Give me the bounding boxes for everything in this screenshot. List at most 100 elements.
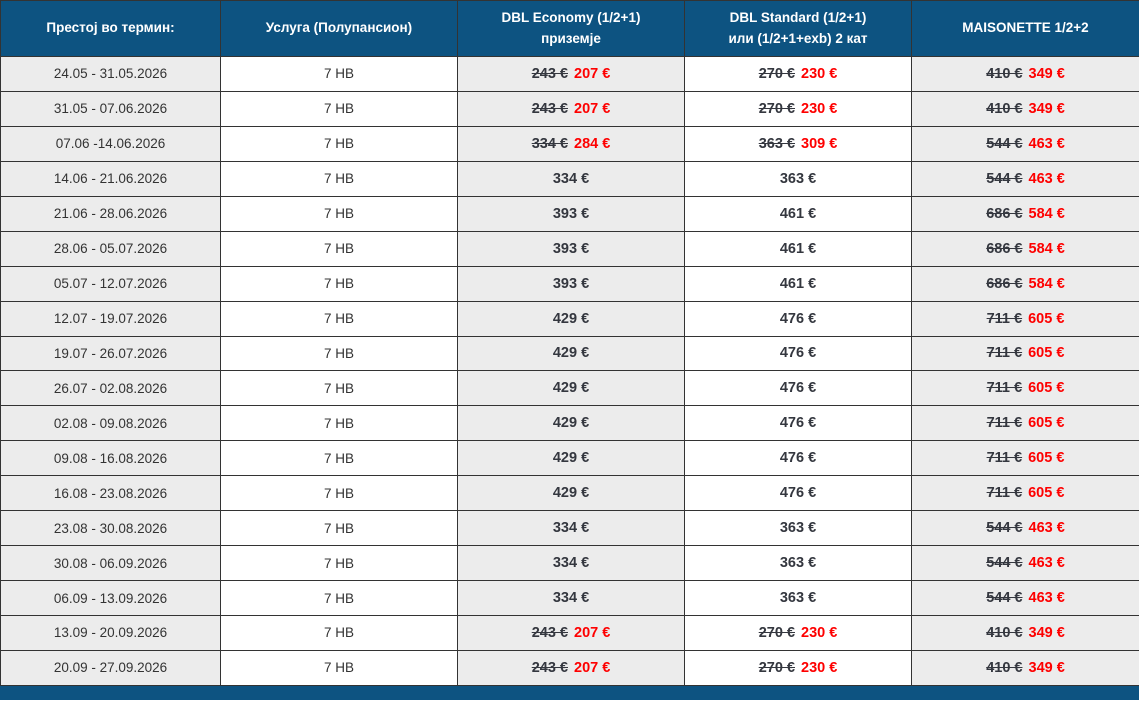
price-cell-dbl-standard: 476 €: [684, 405, 912, 442]
service-cell: 7 HB: [220, 405, 458, 442]
discounted-price: 207 €: [574, 659, 611, 676]
table-row: 14.06 - 21.06.2026 7 HB 334 € 363 € 544 € 463…: [0, 160, 1139, 197]
old-price: 711 €: [986, 310, 1023, 327]
old-price: 544 €: [986, 135, 1023, 152]
price-cell-dbl-standard: 461 €: [684, 230, 912, 267]
service-cell: 7 HB: [220, 370, 458, 407]
old-price: 334 €: [531, 135, 568, 152]
period-cell: 02.08 - 09.08.2026: [0, 405, 221, 442]
old-price: 686 €: [986, 240, 1023, 257]
service-cell: 7 HB: [220, 230, 458, 267]
price-cell-dbl-economy: 243 € 207 €: [457, 649, 685, 686]
header-period: Престој во термин:: [0, 0, 221, 57]
old-price: 243 €: [531, 624, 568, 641]
table-row: 02.08 - 09.08.2026 7 HB 429 € 476 € 711 € 605…: [0, 405, 1139, 442]
price-cell-maisonette: 711 € 605 €: [911, 370, 1139, 407]
old-price: 410 €: [986, 100, 1023, 117]
old-price: 243 €: [531, 100, 568, 117]
price-cell-maisonette: 711 € 605 €: [911, 475, 1139, 512]
footer-bar: [0, 685, 1139, 700]
price-table: Престој во термин: Услуга (Полупансион) …: [0, 0, 1139, 686]
table-row: 13.09 - 20.09.2026 7 HB 243 € 207 € 270 € 230…: [0, 615, 1139, 651]
price-cell-maisonette: 410 € 349 €: [911, 649, 1139, 686]
period-cell: 30.08 - 06.09.2026: [0, 545, 221, 582]
price-cell-dbl-standard: 363 €: [684, 580, 912, 616]
current-price: 476 €: [779, 380, 817, 397]
price-cell-dbl-economy: 429 €: [457, 335, 685, 372]
period-cell: 26.07 - 02.08.2026: [0, 370, 221, 407]
old-price: 410 €: [986, 624, 1023, 641]
old-price: 544 €: [986, 520, 1023, 537]
price-cell-maisonette: 686 € 584 €: [911, 265, 1139, 302]
discounted-price: 605 €: [1028, 310, 1065, 327]
price-cell-dbl-economy: 393 €: [457, 195, 685, 232]
price-cell-dbl-economy: 393 €: [457, 265, 685, 302]
price-cell-dbl-economy: 334 €: [457, 545, 685, 582]
price-cell-dbl-standard: 270 € 230 €: [684, 90, 912, 127]
header-dbl-standard: DBL Standard (1/2+1) или (1/2+1+exb) 2 к…: [684, 0, 912, 57]
price-cell-maisonette: 711 € 605 €: [911, 335, 1139, 372]
price-cell-dbl-standard: 476 €: [684, 475, 912, 512]
service-cell: 7 HB: [220, 300, 458, 337]
discounted-price: 463 €: [1028, 520, 1065, 537]
table-row: 20.09 - 27.09.2026 7 HB 243 € 207 € 270 € 230…: [0, 649, 1139, 686]
price-cell-maisonette: 544 € 463 €: [911, 510, 1139, 547]
price-cell-maisonette: 686 € 584 €: [911, 230, 1139, 267]
old-price: 270 €: [758, 65, 795, 82]
discounted-price: 349 €: [1028, 65, 1065, 82]
current-price: 334 €: [552, 555, 590, 572]
current-price: 476 €: [779, 485, 817, 502]
price-cell-dbl-economy: 243 € 207 €: [457, 90, 685, 127]
period-cell: 19.07 - 26.07.2026: [0, 335, 221, 372]
period-cell: 23.08 - 30.08.2026: [0, 510, 221, 547]
table-row: 16.08 - 23.08.2026 7 HB 429 € 476 € 711 € 605…: [0, 475, 1139, 512]
old-price: 270 €: [758, 624, 795, 641]
service-cell: 7 HB: [220, 160, 458, 197]
header-maisonette: MAISONETTE 1/2+2: [911, 0, 1139, 57]
price-cell-maisonette: 711 € 605 €: [911, 405, 1139, 442]
price-cell-maisonette: 544 € 463 €: [911, 160, 1139, 197]
price-cell-maisonette: 686 € 584 €: [911, 195, 1139, 232]
table-row: 24.05 - 31.05.2026 7 HB 243 € 207 € 270 € 230…: [0, 56, 1139, 92]
header-dbl-economy: DBL Economy (1/2+1) приземје: [457, 0, 685, 57]
discounted-price: 605 €: [1028, 415, 1065, 432]
current-price: 461 €: [779, 275, 817, 292]
old-price: 270 €: [758, 659, 795, 676]
table-row: 09.08 - 16.08.2026 7 HB 429 € 476 € 711 € 605…: [0, 440, 1139, 477]
period-cell: 09.08 - 16.08.2026: [0, 440, 221, 477]
price-cell-dbl-standard: 270 € 230 €: [684, 56, 912, 92]
service-cell: 7 HB: [220, 475, 458, 512]
price-cell-dbl-economy: 334 € 284 €: [457, 125, 685, 162]
discounted-price: 463 €: [1028, 555, 1065, 572]
table-row: 07.06 -14.06.2026 7 HB 334 € 284 € 363 € 309 …: [0, 125, 1139, 162]
current-price: 476 €: [779, 310, 817, 327]
price-cell-dbl-standard: 461 €: [684, 195, 912, 232]
discounted-price: 584 €: [1028, 205, 1065, 222]
price-cell-dbl-economy: 334 €: [457, 510, 685, 547]
price-cell-maisonette: 410 € 349 €: [911, 90, 1139, 127]
old-price: 711 €: [986, 450, 1023, 467]
price-cell-dbl-standard: 476 €: [684, 440, 912, 477]
price-cell-dbl-economy: 429 €: [457, 475, 685, 512]
period-cell: 07.06 -14.06.2026: [0, 125, 221, 162]
price-cell-maisonette: 711 € 605 €: [911, 300, 1139, 337]
price-cell-dbl-standard: 363 €: [684, 160, 912, 197]
discounted-price: 605 €: [1028, 450, 1065, 467]
discounted-price: 349 €: [1028, 659, 1065, 676]
price-cell-maisonette: 711 € 605 €: [911, 440, 1139, 477]
price-cell-maisonette: 544 € 463 €: [911, 580, 1139, 616]
current-price: 334 €: [552, 590, 590, 607]
price-cell-dbl-economy: 429 €: [457, 370, 685, 407]
price-cell-dbl-economy: 429 €: [457, 300, 685, 337]
price-cell-dbl-standard: 363 €: [684, 545, 912, 582]
price-cell-maisonette: 410 € 349 €: [911, 615, 1139, 651]
period-cell: 12.07 - 19.07.2026: [0, 300, 221, 337]
period-cell: 28.06 - 05.07.2026: [0, 230, 221, 267]
old-price: 243 €: [531, 65, 568, 82]
old-price: 711 €: [986, 485, 1023, 502]
old-price: 711 €: [986, 415, 1023, 432]
period-cell: 21.06 - 28.06.2026: [0, 195, 221, 232]
service-cell: 7 HB: [220, 90, 458, 127]
current-price: 429 €: [552, 310, 590, 327]
table-row: 12.07 - 19.07.2026 7 HB 429 € 476 € 711 € 605…: [0, 300, 1139, 337]
